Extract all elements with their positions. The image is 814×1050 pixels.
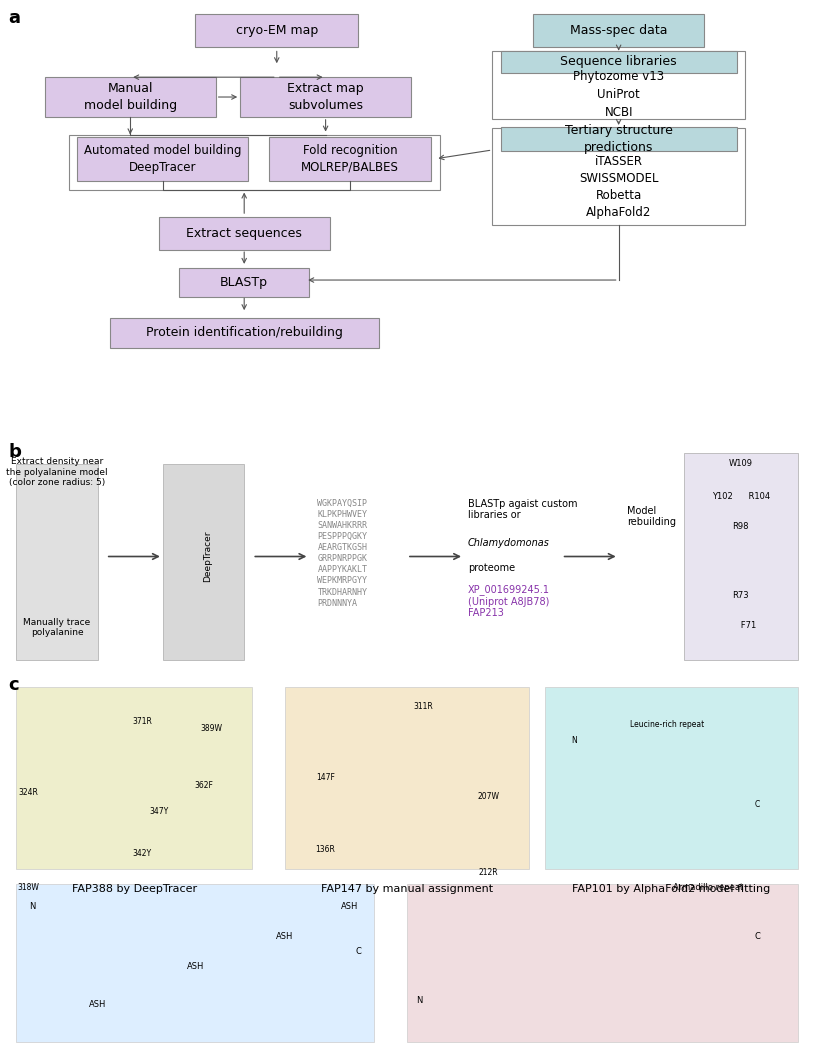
Text: Automated model building
DeepTracer: Automated model building DeepTracer xyxy=(84,144,242,173)
Text: 362F: 362F xyxy=(194,781,213,790)
Text: Extract map
subvolumes: Extract map subvolumes xyxy=(287,82,364,112)
FancyBboxPatch shape xyxy=(501,127,737,151)
Text: Mass-spec data: Mass-spec data xyxy=(570,24,667,38)
FancyBboxPatch shape xyxy=(684,453,798,660)
FancyBboxPatch shape xyxy=(16,464,98,660)
Text: Y102      R104: Y102 R104 xyxy=(711,491,770,501)
Text: Sequence libraries: Sequence libraries xyxy=(560,56,677,68)
Text: 371R: 371R xyxy=(133,717,152,726)
Text: 212R: 212R xyxy=(479,868,498,877)
FancyBboxPatch shape xyxy=(501,50,737,72)
Text: Armadillo repeat: Armadillo repeat xyxy=(673,883,743,891)
Text: R73: R73 xyxy=(733,591,749,601)
Text: 311R: 311R xyxy=(414,701,433,711)
Text: a: a xyxy=(8,8,20,27)
Text: Extract sequences: Extract sequences xyxy=(186,227,302,240)
Text: WGKPAYQSIP
KLPKPHWVEY
SANWAHKRRR
PESPPPQGKY
AEARGTKGSH
GRRPNRPPGK
AAPPYKAKLT
WEP: WGKPAYQSIP KLPKPHWVEY SANWAHKRRR PESPPPQ… xyxy=(317,499,367,608)
Text: 347Y: 347Y xyxy=(149,807,168,816)
Text: FAP147 by manual assignment: FAP147 by manual assignment xyxy=(321,884,493,894)
FancyBboxPatch shape xyxy=(285,687,529,868)
Text: Phytozome v13
UniProt
NCBI: Phytozome v13 UniProt NCBI xyxy=(573,70,664,120)
Text: Manually trace
polyalanine: Manually trace polyalanine xyxy=(24,618,90,637)
FancyBboxPatch shape xyxy=(16,687,252,868)
Text: b: b xyxy=(8,443,21,461)
Text: 147F: 147F xyxy=(316,774,335,782)
Text: ASH: ASH xyxy=(341,902,359,910)
Text: cryo-EM map: cryo-EM map xyxy=(235,24,318,38)
FancyBboxPatch shape xyxy=(240,78,411,117)
Text: C: C xyxy=(755,800,759,808)
FancyBboxPatch shape xyxy=(163,464,244,660)
Text: BLASTp agaist custom
libraries or: BLASTp agaist custom libraries or xyxy=(468,499,578,521)
Text: Fold recognition
MOLREP/BALBES: Fold recognition MOLREP/BALBES xyxy=(301,144,399,173)
FancyBboxPatch shape xyxy=(492,128,745,225)
Text: F71: F71 xyxy=(725,622,756,630)
Text: 318W: 318W xyxy=(18,883,39,891)
Text: 207W: 207W xyxy=(477,793,500,801)
Text: DeepTracer: DeepTracer xyxy=(203,530,212,583)
FancyBboxPatch shape xyxy=(110,317,379,349)
Text: C: C xyxy=(754,932,760,941)
Text: 324R: 324R xyxy=(19,789,38,797)
FancyBboxPatch shape xyxy=(269,136,431,181)
Text: FAP101 by AlphaFold2 model fitting: FAP101 by AlphaFold2 model fitting xyxy=(572,884,771,894)
Text: N: N xyxy=(29,902,36,910)
Text: BLASTp: BLASTp xyxy=(221,276,268,289)
FancyBboxPatch shape xyxy=(69,134,440,190)
Text: Extract density near
the polyalanine model
(color zone radius: 5): Extract density near the polyalanine mod… xyxy=(7,457,107,487)
Text: Model
rebuilding: Model rebuilding xyxy=(627,506,676,527)
Text: Tertiary structure
predictions: Tertiary structure predictions xyxy=(565,124,672,154)
Text: proteome: proteome xyxy=(468,564,515,573)
FancyBboxPatch shape xyxy=(45,78,216,117)
FancyBboxPatch shape xyxy=(407,884,798,1043)
FancyBboxPatch shape xyxy=(492,50,745,119)
FancyBboxPatch shape xyxy=(16,884,374,1043)
Text: XP_001699245.1
(Uniprot A8JB78)
FAP213: XP_001699245.1 (Uniprot A8JB78) FAP213 xyxy=(468,584,550,618)
Text: N: N xyxy=(416,996,422,1005)
Text: FAP388 by DeepTracer: FAP388 by DeepTracer xyxy=(72,884,197,894)
Text: N: N xyxy=(571,736,577,744)
FancyBboxPatch shape xyxy=(545,687,798,868)
FancyBboxPatch shape xyxy=(159,217,330,250)
Text: 136R: 136R xyxy=(316,845,335,854)
Text: R98: R98 xyxy=(733,522,749,531)
Text: c: c xyxy=(8,676,19,694)
FancyBboxPatch shape xyxy=(77,136,248,181)
Text: C: C xyxy=(355,947,361,957)
Text: ASH: ASH xyxy=(186,963,204,971)
Text: Chlamydomonas: Chlamydomonas xyxy=(468,538,550,548)
FancyBboxPatch shape xyxy=(179,268,309,296)
FancyBboxPatch shape xyxy=(195,15,358,47)
Text: ASH: ASH xyxy=(89,1001,107,1009)
Text: 342Y: 342Y xyxy=(133,849,152,858)
Text: W109: W109 xyxy=(729,460,753,468)
Text: Leucine-rich repeat: Leucine-rich repeat xyxy=(630,720,705,730)
FancyBboxPatch shape xyxy=(533,15,704,47)
Text: ASH: ASH xyxy=(276,932,294,941)
Text: Manual
model building: Manual model building xyxy=(84,82,177,112)
Text: Protein identification/rebuilding: Protein identification/rebuilding xyxy=(146,327,343,339)
Text: 389W: 389W xyxy=(200,724,223,733)
Text: iTASSER
SWISSMODEL
Robetta
AlphaFold2: iTASSER SWISSMODEL Robetta AlphaFold2 xyxy=(579,155,659,219)
